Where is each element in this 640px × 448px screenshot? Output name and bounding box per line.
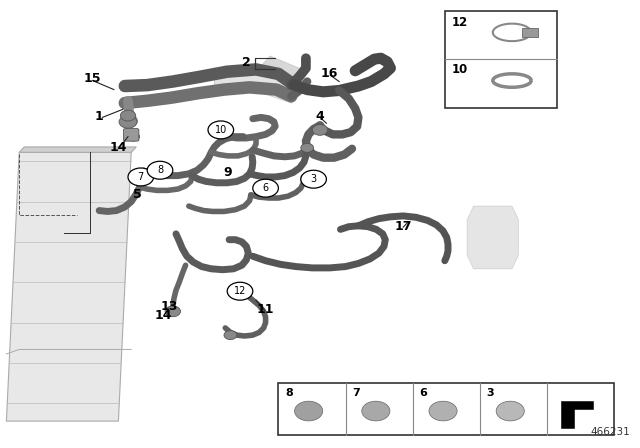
Text: 10: 10 <box>451 63 467 76</box>
Text: 8: 8 <box>285 388 293 397</box>
Text: 4: 4 <box>316 110 324 123</box>
Circle shape <box>227 282 253 300</box>
Circle shape <box>128 168 154 186</box>
Text: 466231: 466231 <box>591 427 630 437</box>
Text: 1: 1 <box>95 110 104 123</box>
Text: 7: 7 <box>138 172 144 182</box>
Text: 12: 12 <box>234 286 246 296</box>
Text: 13: 13 <box>161 300 179 314</box>
Text: 14: 14 <box>154 309 172 323</box>
Circle shape <box>208 121 234 139</box>
Circle shape <box>362 401 390 421</box>
Polygon shape <box>259 56 302 81</box>
Text: 10: 10 <box>214 125 227 135</box>
Text: 2: 2 <box>242 56 251 69</box>
Circle shape <box>301 143 314 152</box>
Circle shape <box>312 125 328 135</box>
Bar <box>445 11 557 108</box>
Bar <box>278 383 614 435</box>
Circle shape <box>301 170 326 188</box>
Text: 6: 6 <box>420 388 428 397</box>
Text: 7: 7 <box>353 388 360 397</box>
Circle shape <box>253 179 278 197</box>
Text: 3: 3 <box>487 388 494 397</box>
Text: 6: 6 <box>262 183 269 193</box>
Circle shape <box>165 306 180 317</box>
Text: 14: 14 <box>109 141 127 155</box>
Text: 12: 12 <box>451 16 467 29</box>
Polygon shape <box>214 68 291 103</box>
Text: 3: 3 <box>310 174 317 184</box>
Text: 5: 5 <box>133 188 142 202</box>
Text: 8: 8 <box>157 165 163 175</box>
Polygon shape <box>467 206 518 269</box>
Circle shape <box>119 116 137 128</box>
Text: 17: 17 <box>394 220 412 233</box>
Bar <box>522 28 538 37</box>
Circle shape <box>147 161 173 179</box>
Circle shape <box>429 401 457 421</box>
Text: 11: 11 <box>257 302 275 316</box>
Polygon shape <box>561 401 593 428</box>
Polygon shape <box>291 69 302 103</box>
Text: 9: 9 <box>223 166 232 179</box>
FancyBboxPatch shape <box>124 129 139 141</box>
Text: 16: 16 <box>321 67 339 81</box>
Polygon shape <box>6 152 131 421</box>
Polygon shape <box>19 147 136 152</box>
Circle shape <box>496 401 524 421</box>
Circle shape <box>120 110 136 121</box>
Circle shape <box>127 132 140 141</box>
Circle shape <box>294 401 323 421</box>
Circle shape <box>224 331 237 340</box>
Text: 15: 15 <box>84 72 102 85</box>
